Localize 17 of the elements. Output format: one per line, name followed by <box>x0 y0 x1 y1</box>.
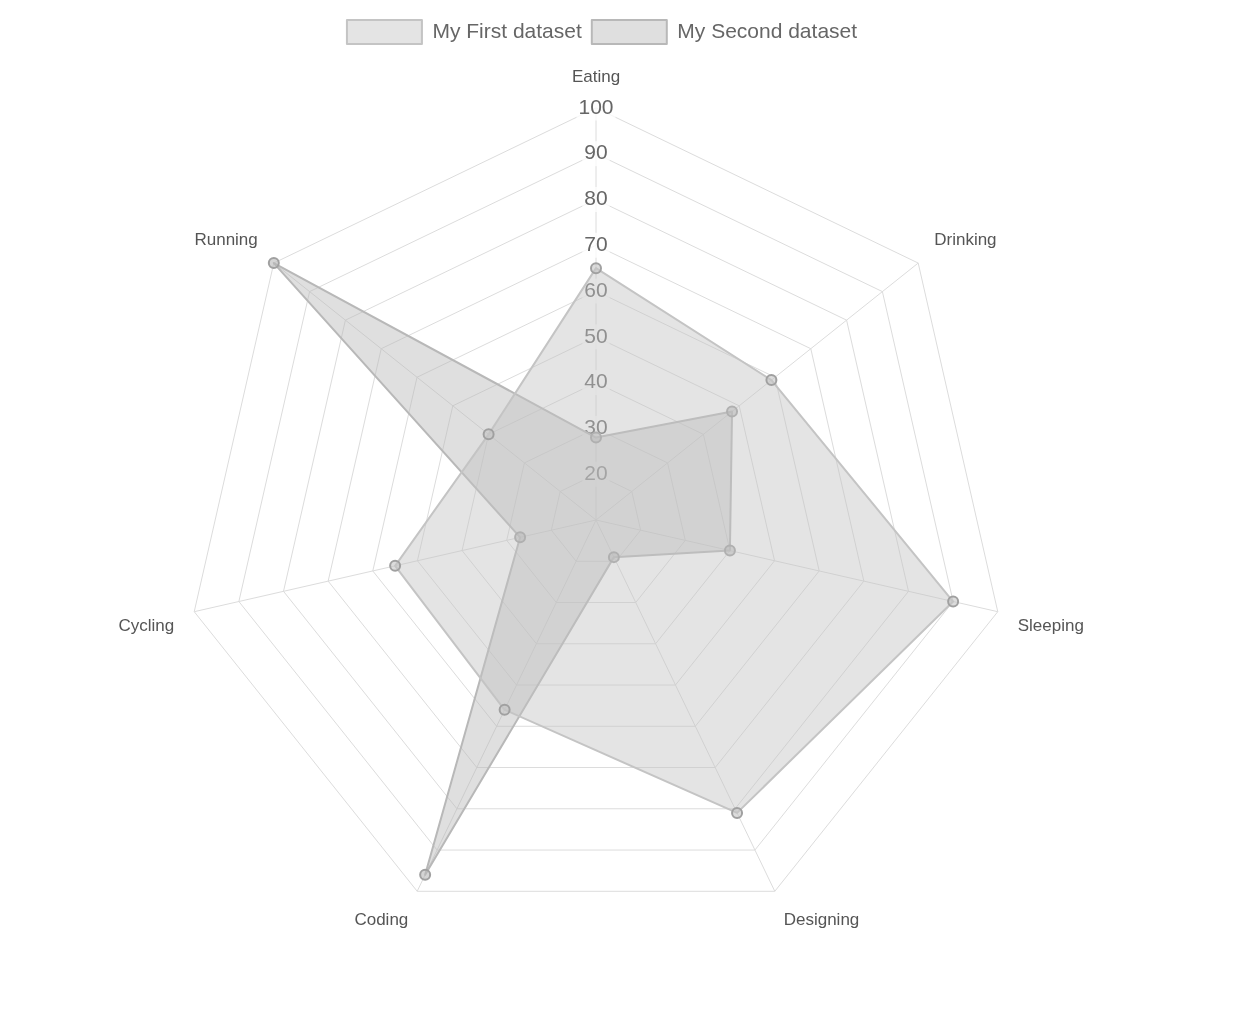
y-tick-label: 50 <box>584 323 608 347</box>
y-tick-label: 100 <box>578 94 614 118</box>
y-tick-label: 70 <box>584 232 608 256</box>
spoke-label: Designing <box>783 909 860 929</box>
y-tick-label: 30 <box>584 415 608 439</box>
y-tick-label: 80 <box>584 186 608 210</box>
y-tick-label: 90 <box>584 140 608 164</box>
y-tick-label: 60 <box>584 277 608 301</box>
y-tick-label: 40 <box>584 369 608 393</box>
legend-label: My First dataset <box>432 18 582 42</box>
spoke-label: Eating <box>571 66 621 86</box>
spoke-label: Cycling <box>118 616 175 636</box>
spoke-label: Running <box>194 229 258 249</box>
legend-label: My Second dataset <box>677 18 858 42</box>
spoke-label: Coding <box>354 909 409 929</box>
spoke-label: Drinking <box>934 229 997 249</box>
spoke-label: Sleeping <box>1017 616 1084 636</box>
